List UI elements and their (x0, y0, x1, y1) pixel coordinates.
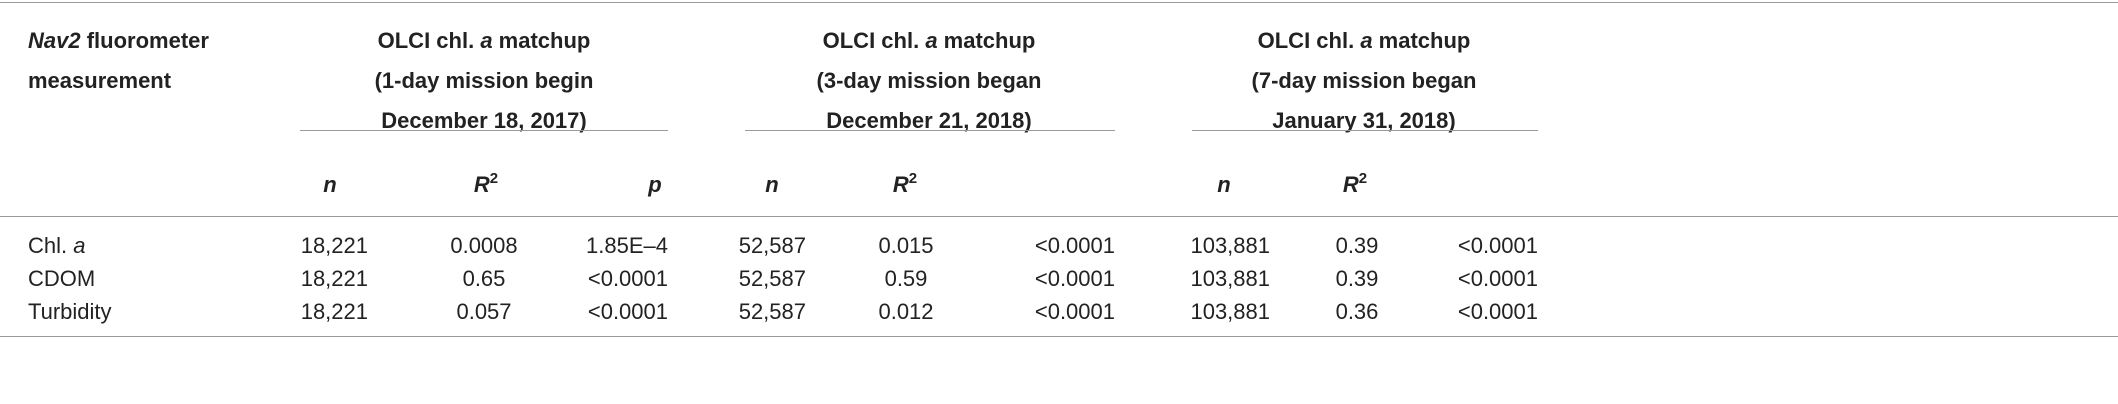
table-cell: 18,221 (300, 233, 368, 258)
table-cell: <0.0001 (1457, 233, 1538, 258)
table-cell: 0.59 (884, 266, 928, 291)
table-cell: <0.0001 (1034, 266, 1115, 291)
subheader-r2-2: R2 (892, 170, 918, 197)
table-cell: 52,587 (738, 233, 806, 258)
group-header-1-line3: December 18, 2017) (381, 108, 587, 133)
table-cell: 103,881 (1190, 266, 1270, 291)
table-top-rule (0, 2, 2118, 3)
header-bottom-rule (0, 216, 2118, 217)
table-cell: 18,221 (300, 299, 368, 324)
subheader-n-1: n (323, 172, 337, 197)
table-cell: <0.0001 (1034, 233, 1115, 258)
table-bottom-rule (0, 336, 2118, 337)
subheader-n-2: n (765, 172, 779, 197)
stub-header-line2: measurement (28, 68, 172, 93)
table-cell: <0.0001 (1457, 266, 1538, 291)
table-cell: <0.0001 (1457, 299, 1538, 324)
group-rule-1 (300, 130, 668, 131)
table-cell: 103,881 (1190, 299, 1270, 324)
subheader-r2-3: R2 (1342, 170, 1368, 197)
stub-header: Nav2 fluorometer measurement (28, 21, 209, 101)
subheader-p-1: p (648, 172, 662, 197)
table-cell: 52,587 (738, 266, 806, 291)
table-cell: 0.0008 (450, 233, 518, 258)
group-rule-3 (1192, 130, 1538, 131)
table-cell: <0.0001 (1034, 299, 1115, 324)
group-header-2-line3: December 21, 2018) (826, 108, 1032, 133)
group-header-2-line2: (3-day mission began (816, 68, 1042, 93)
group-header-3-line2: (7-day mission began (1251, 68, 1477, 93)
table-cell: 0.057 (456, 299, 512, 324)
table-cell: 0.39 (1335, 266, 1379, 291)
group-rule-2 (745, 130, 1115, 131)
table-cell: 1.85E–4 (586, 233, 668, 258)
group-header-2: OLCI chl. a matchup (3-day mission began… (817, 21, 1042, 141)
table-cell: 0.015 (878, 233, 934, 258)
table-cell: 0.65 (462, 266, 506, 291)
table-cell: 18,221 (300, 266, 368, 291)
stub-header-italic: Nav2 (28, 28, 81, 53)
subheader-n-3: n (1217, 172, 1231, 197)
row-label-turbidity: Turbidity (28, 299, 112, 324)
group-header-1: OLCI chl. a matchup (1-day mission begin… (375, 21, 594, 141)
table-cell: <0.0001 (587, 266, 668, 291)
table-cell: 0.36 (1335, 299, 1379, 324)
row-label-chl-a: Chl. a (28, 233, 86, 258)
group-header-3: OLCI chl. a matchup (7-day mission began… (1252, 21, 1477, 141)
table-cell: 103,881 (1190, 233, 1270, 258)
table-cell: <0.0001 (587, 299, 668, 324)
table-cell: 0.012 (878, 299, 934, 324)
stub-header-line1-rest: fluorometer (80, 28, 209, 53)
table-cell: 52,587 (738, 299, 806, 324)
group-header-3-line3: January 31, 2018) (1272, 108, 1456, 133)
table-cell: 0.39 (1335, 233, 1379, 258)
subheader-r2-1: R2 (473, 170, 499, 197)
row-label-cdom: CDOM (28, 266, 96, 291)
group-header-1-line2: (1-day mission begin (374, 68, 594, 93)
